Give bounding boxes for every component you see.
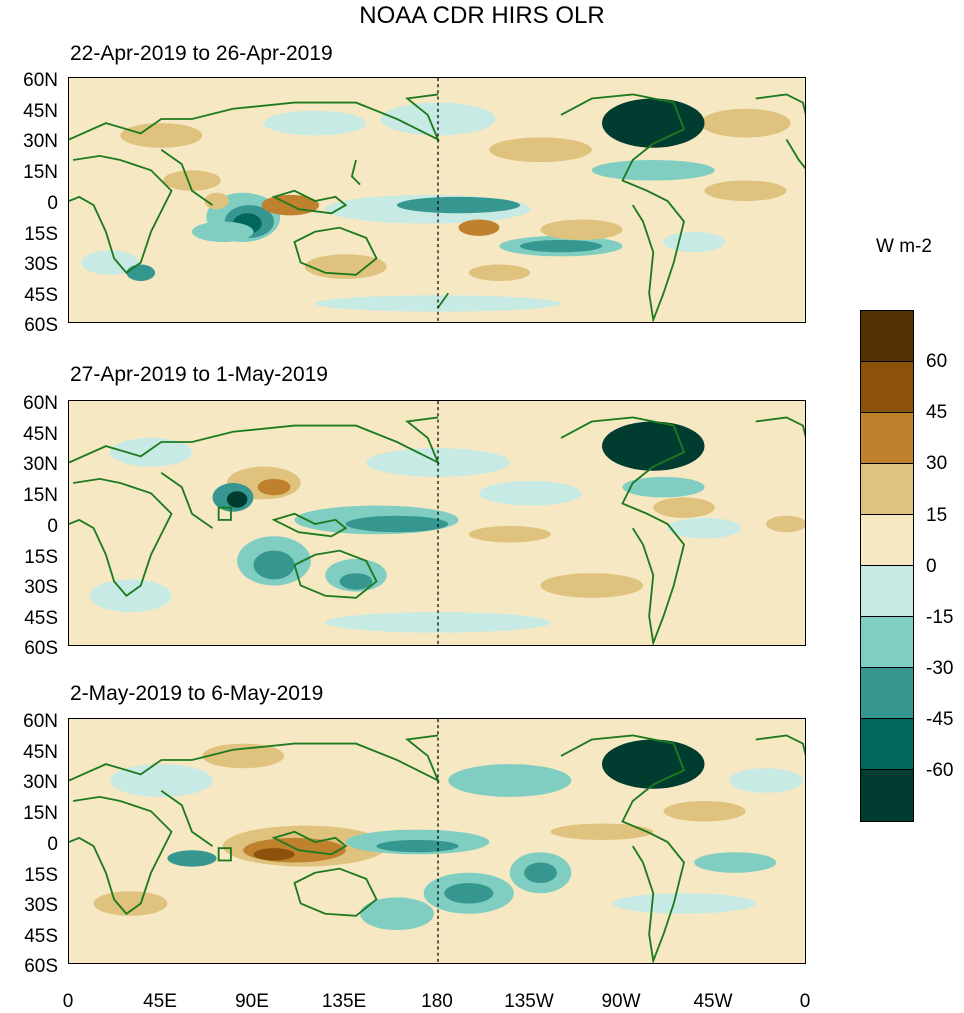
colorbar-label: -15 xyxy=(926,607,954,628)
lat-tick-label: 30S xyxy=(24,254,58,275)
colorbar-swatch xyxy=(861,770,913,821)
lat-tick-label: 45N xyxy=(23,742,58,763)
lon-tick-label: 0 xyxy=(62,991,74,1012)
lat-tick-label: 15N xyxy=(23,803,58,824)
lat-tick-label: 15N xyxy=(23,485,58,506)
lat-tick-label: 45N xyxy=(23,101,58,122)
lat-tick-label: 30N xyxy=(23,454,58,475)
colorbar-swatch xyxy=(861,617,913,668)
colorbar-label: 30 xyxy=(926,453,948,474)
lat-tick-label: 30S xyxy=(24,895,58,916)
lon-tick-label: 0 xyxy=(799,991,811,1012)
colorbar-swatch xyxy=(861,311,913,362)
colorbar-swatch xyxy=(861,362,913,413)
lat-tick-label: 45N xyxy=(23,424,58,445)
lon-tick-label: 135W xyxy=(504,991,554,1012)
lat-tick-label: 0 xyxy=(47,193,58,214)
lon-tick-label: 90E xyxy=(235,991,269,1012)
colorbar-label: -60 xyxy=(926,760,954,781)
colorbar-label: 45 xyxy=(926,402,948,423)
lat-tick-label: 30N xyxy=(23,131,58,152)
colorbar-label: 60 xyxy=(926,351,948,372)
panel-1-map xyxy=(68,77,806,323)
figure-title: NOAA CDR HIRS OLR xyxy=(359,2,605,29)
lat-tick-label: 15N xyxy=(23,162,58,183)
panel-3-map xyxy=(68,718,806,964)
lat-tick-label: 45S xyxy=(24,608,58,629)
lat-tick-label: 15S xyxy=(24,865,58,886)
colorbar-label: 15 xyxy=(926,505,948,526)
lat-tick-label: 15S xyxy=(24,224,58,245)
lat-tick-label: 15S xyxy=(24,547,58,568)
lat-tick-label: 60S xyxy=(24,956,58,977)
lon-tick-label: 45E xyxy=(143,991,177,1012)
colorbar-label: -45 xyxy=(926,709,954,730)
lat-tick-label: 45S xyxy=(24,926,58,947)
panel-1-title: 22-Apr-2019 to 26-Apr-2019 xyxy=(70,42,333,65)
lon-tick-label: 90W xyxy=(601,991,641,1012)
lon-tick-label: 45W xyxy=(693,991,733,1012)
colorbar-swatch xyxy=(861,515,913,566)
colorbar-swatch xyxy=(861,413,913,464)
lat-tick-label: 60N xyxy=(23,393,58,414)
colorbar-swatch xyxy=(861,566,913,617)
lat-tick-label: 45S xyxy=(24,285,58,306)
lat-tick-label: 60S xyxy=(24,638,58,659)
lat-tick-label: 0 xyxy=(47,516,58,537)
lon-tick-label: 135E xyxy=(321,991,367,1012)
colorbar-units: W m-2 xyxy=(876,236,932,257)
colorbar-swatch xyxy=(861,719,913,770)
panel-3-title: 2-May-2019 to 6-May-2019 xyxy=(70,682,324,705)
lat-tick-label: 30N xyxy=(23,772,58,793)
colorbar-label: -30 xyxy=(926,658,954,679)
lat-tick-label: 60N xyxy=(23,70,58,91)
lat-tick-label: 30S xyxy=(24,577,58,598)
lat-tick-label: 60N xyxy=(23,711,58,732)
panel-2-title: 27-Apr-2019 to 1-May-2019 xyxy=(70,363,328,386)
colorbar-swatch xyxy=(861,668,913,719)
lat-tick-label: 0 xyxy=(47,834,58,855)
panel-2-map xyxy=(68,400,806,646)
colorbar-label: 0 xyxy=(926,556,937,577)
colorbar-swatch xyxy=(861,464,913,515)
lon-tick-label: 180 xyxy=(421,991,453,1012)
lat-tick-label: 60S xyxy=(24,315,58,336)
colorbar xyxy=(860,310,914,822)
